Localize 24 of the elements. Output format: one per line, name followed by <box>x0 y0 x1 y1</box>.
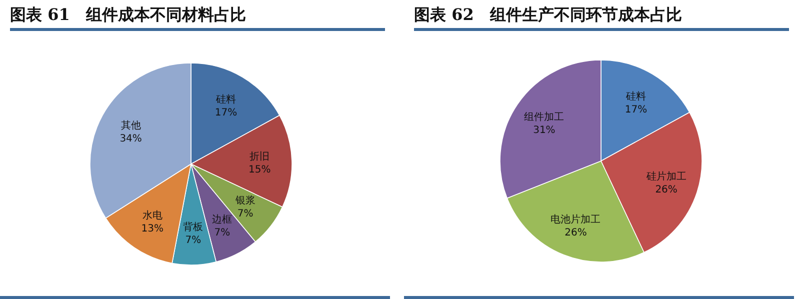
slice-label: 电池片加工 <box>550 213 601 226</box>
data-label: 7% <box>214 228 230 239</box>
slice-label: 其他 <box>120 119 141 132</box>
data-label: 7% <box>185 235 202 246</box>
slice-label: 背板 <box>183 221 204 234</box>
data-label: 15% <box>248 164 271 176</box>
slice-label: 硅料 <box>214 93 236 106</box>
chart-title: 图表 61 组件成本不同材料占比 <box>10 2 385 31</box>
slice-label: 水电 <box>142 209 162 222</box>
data-label: 17% <box>214 107 238 118</box>
slice-label: 银浆 <box>234 194 256 207</box>
slice-label: 硅片加工 <box>645 170 686 183</box>
data-label: 26% <box>564 227 587 238</box>
chart-title: 图表 62 组件生产不同环节成本占比 <box>414 2 789 31</box>
slice-label: 组件加工 <box>524 110 564 123</box>
data-label: 26% <box>655 184 678 196</box>
data-label: 13% <box>141 223 164 234</box>
data-label: 34% <box>120 133 142 144</box>
slice-label: 硅料 <box>624 90 646 102</box>
slice-label: 边框 <box>212 214 232 226</box>
slice-label: 折旧 <box>250 150 270 162</box>
data-label: 31% <box>533 124 556 136</box>
data-label: 7% <box>237 208 254 220</box>
data-label: 17% <box>624 104 648 116</box>
